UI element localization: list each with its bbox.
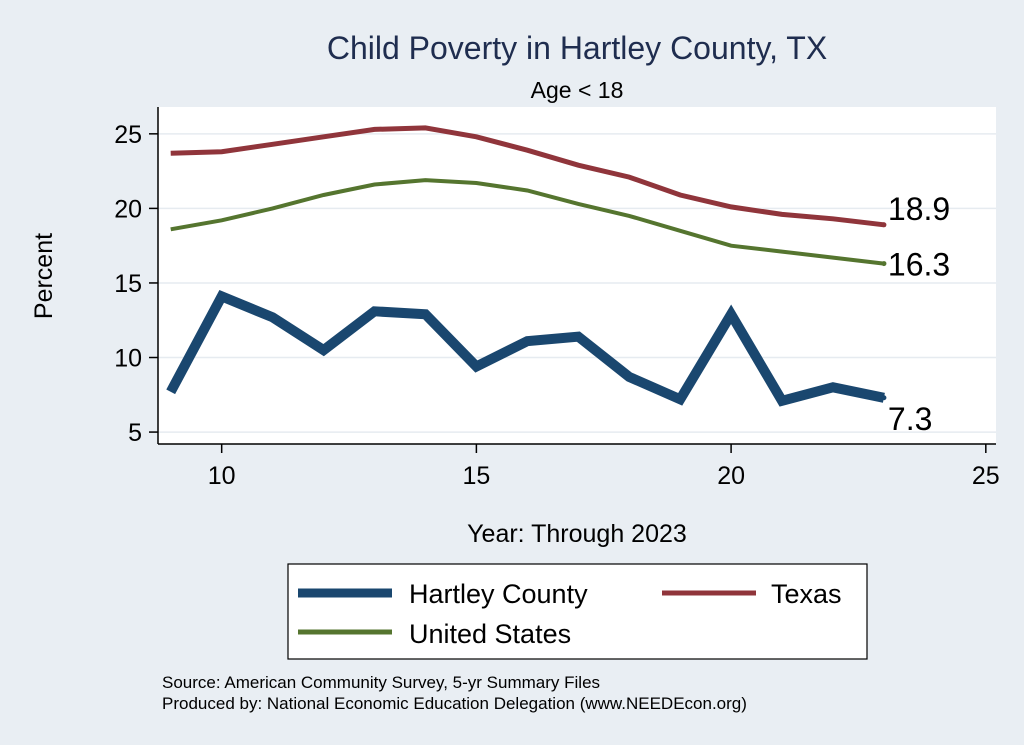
y-tick-label-25: 25 (114, 121, 142, 149)
x-tick-label-15: 15 (462, 462, 490, 490)
chart-title: Child Poverty in Hartley County, TX (327, 30, 827, 66)
legend-box (287, 563, 868, 660)
series-lines (166, 125, 885, 407)
series-line-hartley-county (166, 290, 885, 407)
end-labels: 7.3 18.9 16.3 (881, 191, 950, 437)
series-line-united-states (170, 178, 885, 266)
end-label-texas: 18.9 (888, 191, 950, 227)
y-tick-label-5: 5 (128, 419, 142, 447)
end-label-hartley-county: 7.3 (888, 401, 932, 437)
y-tick-label-20: 20 (114, 195, 142, 223)
x-axis-label: Year: Through 2023 (467, 520, 687, 548)
grid-lines (158, 133, 996, 433)
end-label-united-states: 16.3 (888, 247, 950, 283)
end-point-hartley-county (881, 395, 887, 401)
x-tick-label-20: 20 (717, 462, 745, 490)
legend: Hartley County Texas United States (287, 563, 868, 660)
end-point-texas (881, 222, 887, 228)
producer-note: Produced by: National Economic Education… (162, 694, 747, 713)
legend-label-united-states: United States (409, 619, 571, 649)
x-axis-ticks: 10 15 20 25 (208, 444, 1000, 490)
source-note: Source: American Community Survey, 5-yr … (162, 673, 600, 692)
y-axis-label: Percent (30, 233, 58, 319)
y-tick-label-15: 15 (114, 270, 142, 298)
y-tick-label-10: 10 (114, 345, 142, 373)
end-point-united-states (881, 261, 887, 267)
chart-subtitle: Age < 18 (531, 77, 624, 103)
x-tick-label-25: 25 (972, 462, 1000, 490)
series-line-texas (170, 125, 885, 228)
legend-label-hartley-county: Hartley County (409, 579, 588, 609)
x-tick-label-10: 10 (208, 462, 236, 490)
y-axis-ticks: 5 10 15 20 25 (114, 121, 158, 447)
legend-label-texas: Texas (771, 579, 842, 609)
